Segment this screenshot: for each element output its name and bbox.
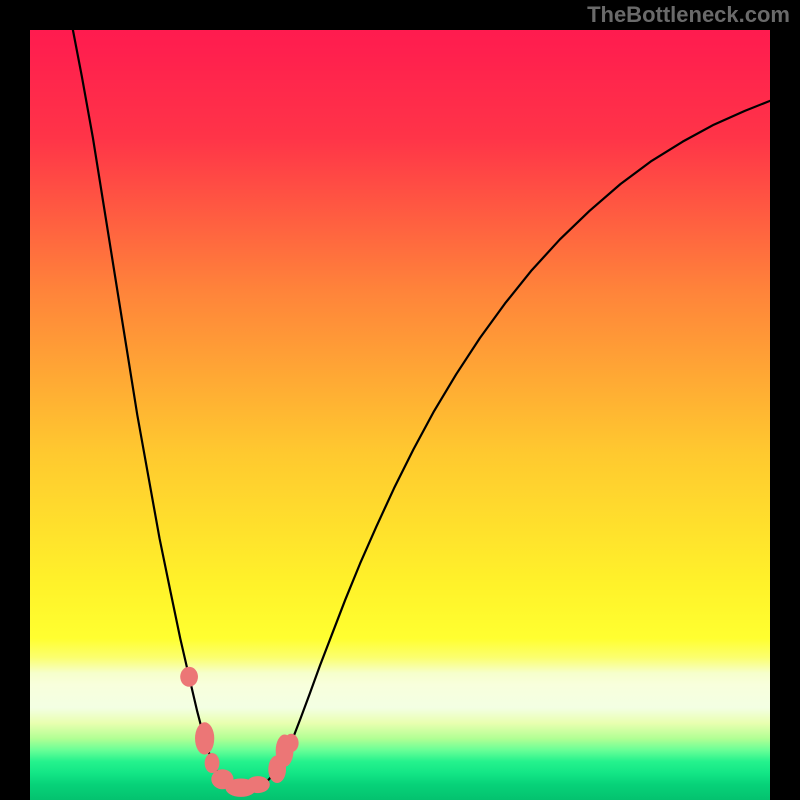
marker-point: [205, 753, 220, 773]
plot-svg: [0, 0, 800, 800]
gradient-background: [30, 30, 770, 800]
marker-point: [284, 734, 299, 752]
watermark-label: TheBottleneck.com: [587, 2, 790, 28]
marker-point: [180, 667, 198, 687]
chart-canvas: TheBottleneck.com: [0, 0, 800, 800]
marker-point: [195, 722, 214, 754]
marker-point: [246, 776, 270, 793]
